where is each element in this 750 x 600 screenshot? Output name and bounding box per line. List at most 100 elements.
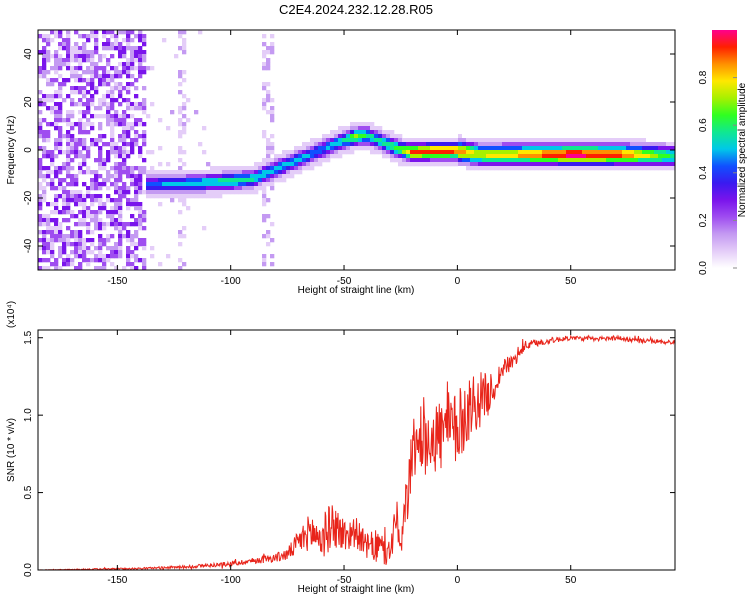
spectrogram-cell bbox=[78, 78, 83, 83]
spectrogram-cell bbox=[98, 226, 103, 231]
spectrogram-cell bbox=[82, 70, 87, 75]
spectrogram-cell bbox=[274, 162, 279, 167]
spectrogram-cell bbox=[550, 166, 555, 171]
spectrogram-cell bbox=[270, 114, 275, 119]
spectrogram-cell bbox=[478, 162, 483, 167]
spectrogram-cell bbox=[646, 142, 651, 147]
spectrogram-cell bbox=[118, 246, 123, 251]
spectrogram-cell bbox=[138, 174, 143, 179]
spectrogram-cell bbox=[402, 158, 407, 163]
spectrogram-cell bbox=[486, 146, 491, 151]
spectrogram-cell bbox=[82, 254, 87, 259]
spectrogram-cell bbox=[110, 74, 115, 79]
spectrogram-cell bbox=[238, 190, 243, 195]
spectrogram-cell bbox=[118, 222, 123, 227]
x-tick-label: -100 bbox=[221, 575, 241, 586]
spectrogram-cell bbox=[138, 150, 143, 155]
spectrogram-cell bbox=[134, 78, 139, 83]
spectrogram-cell bbox=[122, 158, 127, 163]
spectrogram-cell bbox=[150, 170, 155, 175]
spectrogram-cell bbox=[170, 190, 175, 195]
spectrogram-cell bbox=[142, 266, 147, 270]
spectrogram-cell bbox=[142, 258, 147, 263]
spectrogram-cell bbox=[58, 142, 63, 147]
spectrogram-cell bbox=[402, 154, 407, 159]
spectrogram-cell bbox=[370, 134, 375, 139]
spectrogram-cell bbox=[54, 154, 59, 159]
spectrogram-cell bbox=[654, 154, 659, 159]
spectrogram-cell bbox=[622, 158, 627, 163]
spectrogram-cell bbox=[82, 94, 87, 99]
spectrogram-cell bbox=[62, 186, 67, 191]
spectrogram-cell bbox=[602, 138, 607, 143]
spectrogram-cell bbox=[86, 122, 91, 127]
spectrogram-cell bbox=[118, 170, 123, 175]
spectrogram-cell bbox=[66, 58, 71, 63]
spectrogram-cell bbox=[94, 42, 99, 47]
spectrogram-cell bbox=[374, 142, 379, 147]
spectrogram-cell bbox=[202, 190, 207, 195]
spectrogram-cell bbox=[134, 258, 139, 263]
spectrogram-cell bbox=[666, 150, 671, 155]
spectrogram-cell bbox=[378, 130, 383, 135]
spectrogram-cell bbox=[358, 126, 363, 131]
spectrogram-cell bbox=[130, 62, 135, 67]
spectrogram-cell bbox=[250, 186, 255, 191]
spectrogram-cell bbox=[402, 162, 407, 167]
spectrogram-cell bbox=[90, 114, 95, 119]
spectrogram-cell bbox=[118, 94, 123, 99]
spectrogram-cell bbox=[106, 38, 111, 43]
spectrogram-cell bbox=[198, 170, 203, 175]
spectrogram-cell bbox=[466, 150, 471, 155]
spectrogram-cell bbox=[362, 138, 367, 143]
spectrogram-cell bbox=[134, 202, 139, 207]
spectrogram-cell bbox=[454, 150, 459, 155]
spectrogram-cell bbox=[654, 162, 659, 167]
spectrogram-cell bbox=[110, 246, 115, 251]
spectrogram-cell bbox=[142, 138, 147, 143]
spectrogram-cell bbox=[38, 174, 43, 179]
spectrogram-cell bbox=[182, 130, 187, 135]
spectrogram-cell bbox=[450, 162, 455, 167]
spectrogram-cell bbox=[490, 146, 495, 151]
spectrogram-cell bbox=[74, 138, 79, 143]
spectrogram-cell bbox=[90, 74, 95, 79]
spectrogram-cell bbox=[226, 186, 231, 191]
spectrogram-cell bbox=[78, 166, 83, 171]
spectrogram-cell bbox=[494, 154, 499, 159]
spectrogram-cell bbox=[74, 246, 79, 251]
spectrogram-cell bbox=[38, 158, 43, 163]
spectrogram-cell bbox=[106, 74, 111, 79]
spectrogram-cell bbox=[142, 210, 147, 215]
spectrogram-cell bbox=[94, 170, 99, 175]
spectrogram-cell bbox=[110, 102, 115, 107]
spectrogram-cell bbox=[638, 150, 643, 155]
spectrogram-cell bbox=[618, 150, 623, 155]
spectrogram-cell bbox=[138, 50, 143, 55]
spectrogram-cell bbox=[46, 130, 51, 135]
spectrogram-cell bbox=[126, 114, 131, 119]
spectrogram-cell bbox=[58, 30, 63, 35]
spectrogram-cell bbox=[42, 166, 47, 171]
spectrogram-cell bbox=[94, 46, 99, 51]
spectrogram-cell bbox=[130, 66, 135, 71]
spectrogram-cell bbox=[326, 138, 331, 143]
spectrogram-cell bbox=[114, 222, 119, 227]
spectrogram-cell bbox=[42, 230, 47, 235]
spectrogram-cell bbox=[182, 126, 187, 131]
spectrogram-cell bbox=[94, 50, 99, 55]
spectrogram-cell bbox=[218, 174, 223, 179]
spectrogram-cell bbox=[58, 134, 63, 139]
spectrogram-cell bbox=[270, 98, 275, 103]
spectrogram-cell bbox=[526, 150, 531, 155]
spectrogram-cell bbox=[106, 222, 111, 227]
spectrogram-cell bbox=[130, 126, 135, 131]
spectrogram-cell bbox=[138, 74, 143, 79]
spectrogram-cell bbox=[282, 162, 287, 167]
spectrogram-cell bbox=[266, 90, 271, 95]
spectrogram-cell bbox=[98, 242, 103, 247]
spectrogram-cell bbox=[58, 250, 63, 255]
spectrogram-cell bbox=[522, 158, 527, 163]
spectrogram-cell bbox=[138, 238, 143, 243]
